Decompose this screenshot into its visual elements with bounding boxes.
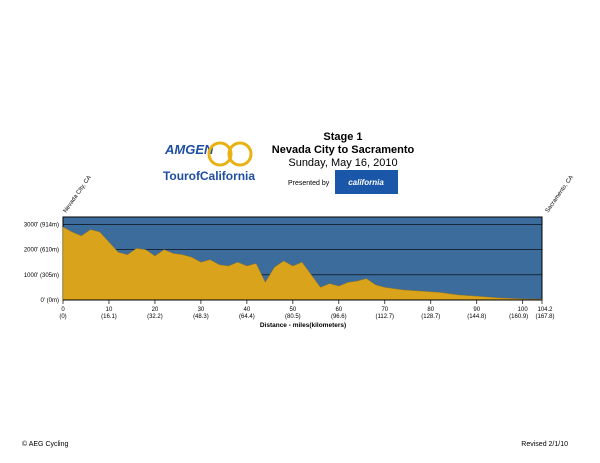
x-tick-km-label: (32.2) [147, 314, 163, 320]
x-tick-km-label: (160.9) [509, 314, 528, 320]
x-tick-label: 50 [290, 307, 297, 313]
x-tick-label: 70 [381, 307, 388, 313]
x-tick-label: 60 [335, 307, 342, 313]
x-tick-km-label: (16.1) [101, 314, 117, 320]
footer-right: Revised 2/1/10 [521, 441, 568, 448]
sponsor-badge [335, 170, 398, 194]
x-tick-label: 80 [427, 307, 434, 313]
x-tick-label: 20 [152, 307, 159, 313]
x-tick-label: 0 [61, 307, 65, 313]
end-label: Sacramento, CA [545, 175, 575, 215]
subtitle: Nevada City to Sacramento [272, 144, 415, 156]
x-axis-title: Distance - miles(kilometers) [260, 322, 346, 329]
footer-left: © AEG Cycling [22, 440, 69, 448]
presented-by: Presented by [288, 180, 330, 187]
y-tick-label: 1000' (305m) [24, 273, 59, 279]
elevation-area [62, 226, 543, 301]
x-tick-label: 104.2 [537, 307, 553, 313]
x-tick-km-label: (48.3) [193, 314, 209, 320]
x-tick-label: 30 [198, 307, 205, 313]
plot: 0' (0m) 1000' (305m) 2000' (610m) 3000' (91… [24, 216, 555, 320]
logo: AMGEN TourofCalifornia [163, 141, 255, 183]
date: Sunday, May 16, 2010 [288, 157, 397, 169]
sponsor: california [348, 178, 384, 187]
start-label: Nevada City, CA [63, 175, 93, 214]
logo-bottom: TourofCalifornia [163, 169, 255, 183]
x-tick-label: 100 [518, 307, 529, 313]
x-tick-label: 10 [106, 307, 113, 313]
x-tick-km-label: (128.7) [421, 314, 440, 320]
x-tick-km-label: (96.6) [331, 314, 347, 320]
x-tick-km-label: (64.4) [239, 314, 255, 320]
y-tick-label: 0' (0m) [41, 298, 59, 304]
x-tick-label: 40 [244, 307, 251, 313]
x-tick-km-label: (144.8) [467, 314, 486, 320]
x-tick-km-label: (112.7) [375, 314, 394, 320]
x-tick-km-label: (0) [59, 314, 66, 320]
logo-top: AMGEN [164, 142, 214, 157]
x-tick-km-label: (167.8) [535, 314, 554, 320]
y-tick-label: 3000' (914m) [24, 223, 59, 229]
y-tick-label: 2000' (610m) [24, 248, 59, 254]
title: Stage 1 [323, 131, 362, 143]
x-tick-km-label: (80.5) [285, 314, 301, 320]
x-tick-label: 90 [473, 307, 480, 313]
